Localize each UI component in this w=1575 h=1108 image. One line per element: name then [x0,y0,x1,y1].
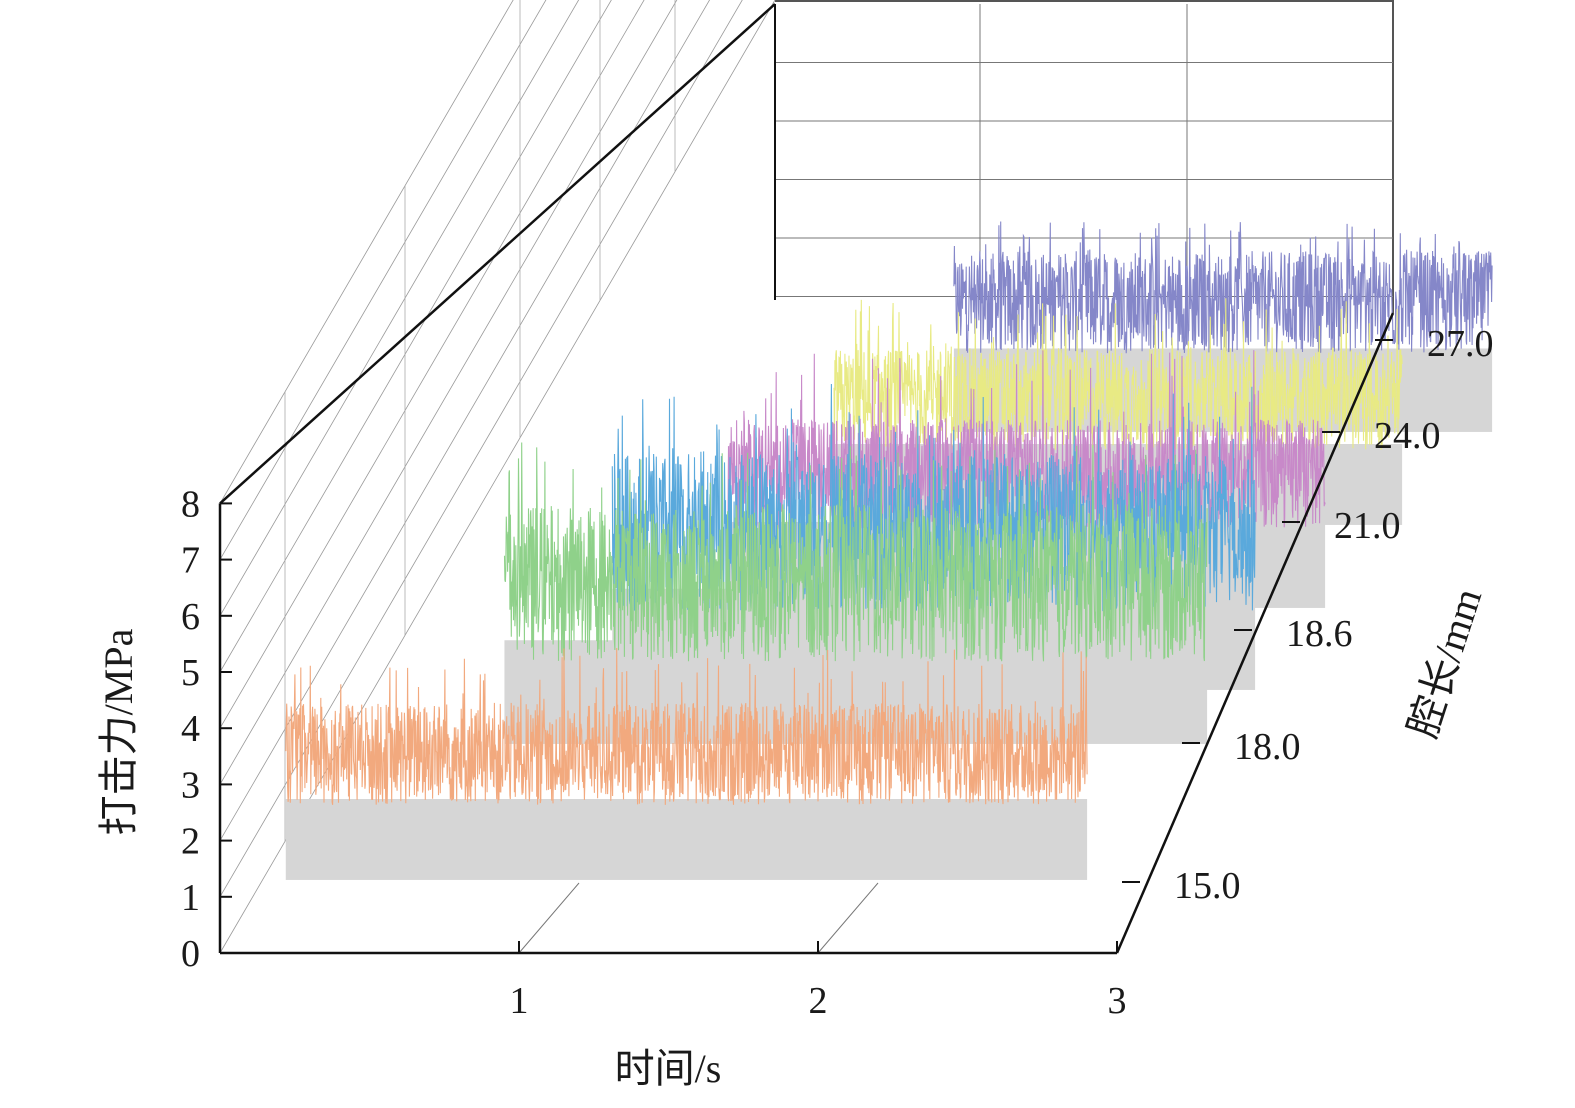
x-tick-label: 3 [1108,980,1127,1022]
y-tick-label: 2 [181,821,200,863]
x-axis-label: 时间/s [615,1046,722,1091]
axes-layer [218,3,1395,955]
series-line [953,221,1493,354]
side-gridline [219,0,678,785]
z-tick-label: 24.0 [1374,415,1441,457]
y-tick-label: 4 [181,708,200,750]
grid-layer [219,0,1394,954]
ticks-layer: 0 1 2 3 4 5 6 7 8 1 2 3 15.0 18.0 18.6 21.0 24.0 27.0 [181,323,1494,1022]
floor-gridline [518,882,580,954]
side-gridline [219,0,645,729]
back-wall-frame [775,0,1394,313]
z-tick-label: 21.0 [1334,505,1401,547]
y-tick-label: 8 [181,483,200,525]
series-line [503,442,1208,662]
series-15 [285,647,1088,880]
y-tick-label: 6 [181,596,200,638]
series-fill [285,799,1088,880]
series-line [285,647,1088,805]
y-tick-label: 0 [181,933,200,975]
y-tick-label: 3 [181,764,200,806]
y-tick-label: 1 [181,877,200,919]
z-axis-label: 腔长/mm [1400,583,1490,743]
y-tick-label: 7 [181,540,200,582]
side-gridline [219,0,580,617]
top-edge-line [219,3,776,505]
side-gridline [219,0,711,841]
y-tick-label: 5 [181,652,200,694]
side-gridline [219,0,547,560]
z-axis-line [1115,312,1395,954]
series-layer [285,221,1493,880]
z-tick-label: 18.6 [1286,613,1353,655]
x-tick-label: 1 [510,980,529,1022]
z-tick-label: 15.0 [1174,865,1241,907]
y-axis-label: 打击力/MPa [96,628,141,835]
side-gridline [219,0,612,673]
x-tick-label: 2 [809,980,828,1022]
side-gridline [219,0,776,954]
series-line [833,298,1403,451]
side-gridline [219,0,514,504]
floor-gridline [817,882,879,954]
z-tick-label: 27.0 [1427,323,1494,365]
z-tick-label: 18.0 [1234,726,1301,768]
